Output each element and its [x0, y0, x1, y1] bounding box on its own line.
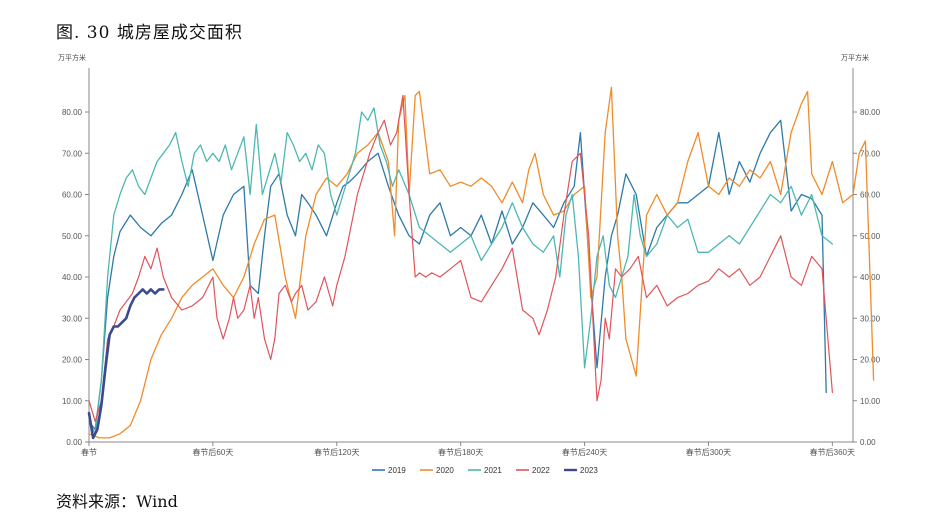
y-unit-left: 万平方米 — [58, 53, 86, 62]
y-tick-label-left: 10.00 — [62, 397, 83, 406]
y-tick-label-left: 20.00 — [62, 356, 83, 365]
series-line-2021 — [88, 107, 834, 435]
legend-label-2019: 2019 — [388, 466, 406, 475]
series-line-2023 — [87, 288, 165, 440]
series-line-2022 — [88, 94, 834, 422]
legend-label-2022: 2022 — [532, 466, 550, 475]
y-tick-label-right: 60.00 — [860, 191, 881, 200]
y-tick-label-right: 50.00 — [860, 232, 881, 241]
x-tick-label: 春节后300天 — [686, 447, 731, 457]
y-tick-label-left: 40.00 — [62, 273, 83, 282]
legend-label-2020: 2020 — [436, 466, 454, 475]
chart-title: 图. 30 城房屋成交面积 — [56, 23, 243, 43]
y-tick-label-left: 50.00 — [62, 232, 83, 241]
x-tick-label: 春节后240天 — [562, 447, 607, 457]
x-tick-label: 春节后60天 — [192, 447, 233, 457]
y-tick-label-right: 30.00 — [860, 314, 881, 323]
y-unit-right: 万平方米 — [841, 53, 869, 62]
series-line-2019 — [88, 119, 827, 431]
y-tick-label-right: 10.00 — [860, 397, 881, 406]
source-note: 资料来源：Wind — [56, 492, 178, 511]
y-tick-label-left: 70.00 — [62, 149, 83, 158]
y-tick-label-left: 0.00 — [66, 438, 82, 447]
legend-label-2023: 2023 — [580, 466, 598, 475]
x-tick-label: 春节 — [81, 447, 97, 457]
x-tick-label: 春节后180天 — [438, 447, 483, 457]
x-tick-label: 春节后120天 — [314, 447, 359, 457]
y-tick-label-left: 80.00 — [62, 108, 83, 117]
y-tick-label-left: 30.00 — [62, 314, 83, 323]
y-tick-label-right: 70.00 — [860, 149, 881, 158]
x-tick-label: 春节后360天 — [810, 447, 855, 457]
y-tick-label-right: 0.00 — [860, 438, 876, 447]
y-tick-label-right: 80.00 — [860, 108, 881, 117]
y-tick-label-right: 20.00 — [860, 356, 881, 365]
series-line-2020 — [88, 86, 875, 439]
y-tick-label-left: 60.00 — [62, 191, 83, 200]
legend-label-2021: 2021 — [484, 466, 502, 475]
